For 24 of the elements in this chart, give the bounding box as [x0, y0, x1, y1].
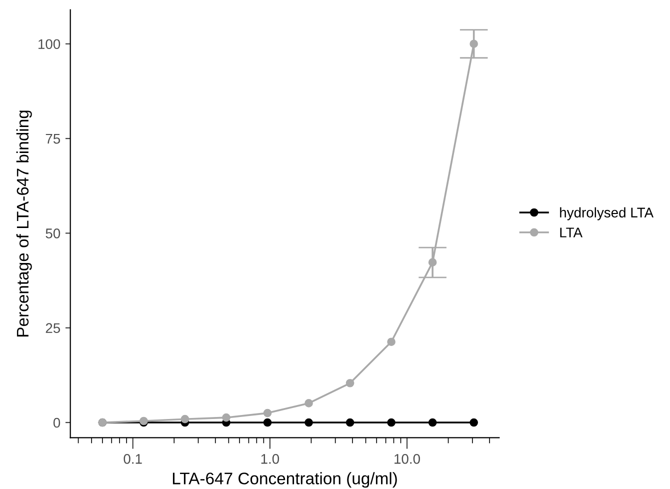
point: [470, 418, 478, 427]
x-axis-title: LTA-647 Concentration (ug/ml): [172, 472, 397, 488]
point: [263, 408, 272, 418]
point: [387, 418, 396, 427]
point: [387, 338, 396, 346]
point: [180, 414, 190, 424]
point: [304, 418, 313, 427]
point: [263, 418, 272, 427]
point: [222, 413, 230, 422]
point: [346, 418, 354, 427]
y-tick-label: 100: [38, 39, 60, 50]
legend-label: LTA: [560, 228, 583, 238]
point: [304, 399, 313, 408]
x-tick-label: 10.0: [394, 454, 420, 464]
x-tick-label: 0.1: [124, 454, 142, 464]
y-tick-label: 0: [53, 418, 60, 428]
point: [428, 418, 437, 427]
y-tick-label: 50: [46, 228, 60, 238]
x-tick-label: 1.0: [261, 454, 280, 464]
y-tick-label: 25: [46, 323, 60, 334]
legend-label: hydrolysed LTA: [560, 207, 654, 220]
point: [346, 378, 354, 388]
y-axis-title: Percentage of LTA-647 binding: [16, 110, 32, 336]
y-tick-label: 75: [46, 134, 60, 144]
